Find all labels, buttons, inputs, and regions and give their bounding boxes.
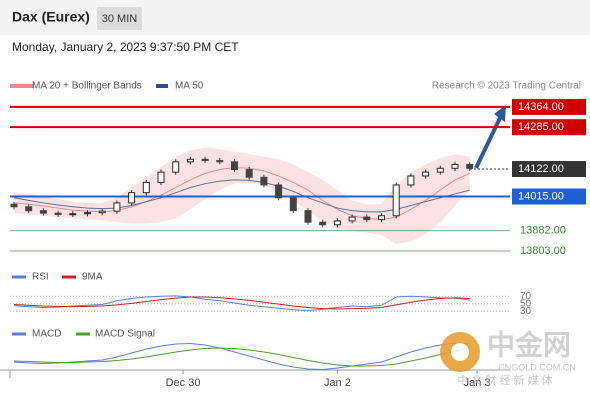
candle-body xyxy=(113,202,121,212)
level-label: 14285.00 xyxy=(518,121,564,133)
legend-ma50: MA 50 xyxy=(175,81,204,92)
candle-body xyxy=(422,171,430,177)
candle-body xyxy=(54,212,62,215)
candle-body xyxy=(275,184,283,199)
level-label: 14015.00 xyxy=(518,190,564,202)
legend-rsi-ma: 9MA xyxy=(82,272,103,283)
interval-button[interactable] xyxy=(97,7,142,30)
level-tag xyxy=(512,119,586,136)
level-label: 14364.00 xyxy=(518,101,564,113)
level-label: 13803.00 xyxy=(520,245,566,257)
x-tick-label: Jan 3 xyxy=(464,377,491,389)
watermark-site: CNGOLD.COM.CN xyxy=(498,362,576,372)
candle-body xyxy=(186,158,194,163)
candle-body xyxy=(466,163,474,169)
watermark-name: 中金网 xyxy=(487,328,571,360)
candle-body xyxy=(245,169,253,178)
candle-body xyxy=(69,213,77,216)
level-tag xyxy=(512,188,586,205)
watermark-slogan: 中 文 财 经 新 媒 体 xyxy=(457,373,552,387)
bollinger-band xyxy=(14,147,470,245)
candle-body xyxy=(304,210,312,223)
candle-body xyxy=(98,210,106,214)
ma20-line xyxy=(13,166,470,221)
level-tag xyxy=(512,98,586,115)
candle-body xyxy=(319,221,327,226)
candle-body xyxy=(128,192,136,204)
level-label: 13882.00 xyxy=(520,225,566,237)
candle-body xyxy=(172,161,180,173)
watermark: 中金网 CNGOLD.COM.CN 中 文 财 经 新 媒 体 xyxy=(440,328,576,387)
arrow-head xyxy=(494,105,506,122)
macd-signal-line xyxy=(13,347,470,367)
candle-body xyxy=(201,158,209,162)
x-tick-label: Dec 30 xyxy=(166,377,201,389)
candle-body xyxy=(142,181,150,194)
credit: Research © 2023 Trading Central xyxy=(432,81,581,92)
candle-body xyxy=(348,216,356,222)
candle-body xyxy=(289,197,297,212)
candle-body xyxy=(333,220,341,226)
rsi-tick-label: 50 xyxy=(520,298,532,309)
candle-body xyxy=(378,215,385,221)
candle-body xyxy=(216,160,224,163)
candle-body xyxy=(392,184,400,217)
rsi-ma-line xyxy=(13,296,470,310)
legend-ma20: MA 20 + Bollinger Bands xyxy=(32,81,142,92)
x-tick-label: Jan 2 xyxy=(324,377,351,389)
legend-macd: MACD xyxy=(32,329,61,340)
level-tag xyxy=(512,161,586,178)
level-label: 14122.00 xyxy=(518,163,564,175)
candle-body xyxy=(39,210,47,214)
interval-label: 30 MIN xyxy=(102,13,138,25)
rsi-tick-label: 70 xyxy=(520,291,532,302)
rsi-line xyxy=(13,295,470,312)
legend-rsi: RSI xyxy=(32,272,49,283)
candle-body xyxy=(260,176,268,186)
watermark-logo-inner xyxy=(451,343,469,361)
symbol: Dax (Eurex) xyxy=(12,9,90,25)
datetime: Monday, January 2, 2023 9:37:50 PM CET xyxy=(12,40,239,54)
candle-body xyxy=(157,171,165,183)
candle-body xyxy=(231,161,238,171)
rsi-tick-label: 30 xyxy=(520,306,532,317)
forecast-arrow xyxy=(474,117,502,169)
candle-body xyxy=(436,167,444,173)
legend-macd-signal: MACD Signal xyxy=(95,329,155,340)
candle-body xyxy=(10,203,18,208)
candle-body xyxy=(363,216,371,221)
candle-body xyxy=(84,212,91,215)
candle-body xyxy=(451,163,459,169)
macd-line xyxy=(13,342,470,371)
candle-body xyxy=(25,206,33,212)
candle-body xyxy=(407,175,415,186)
